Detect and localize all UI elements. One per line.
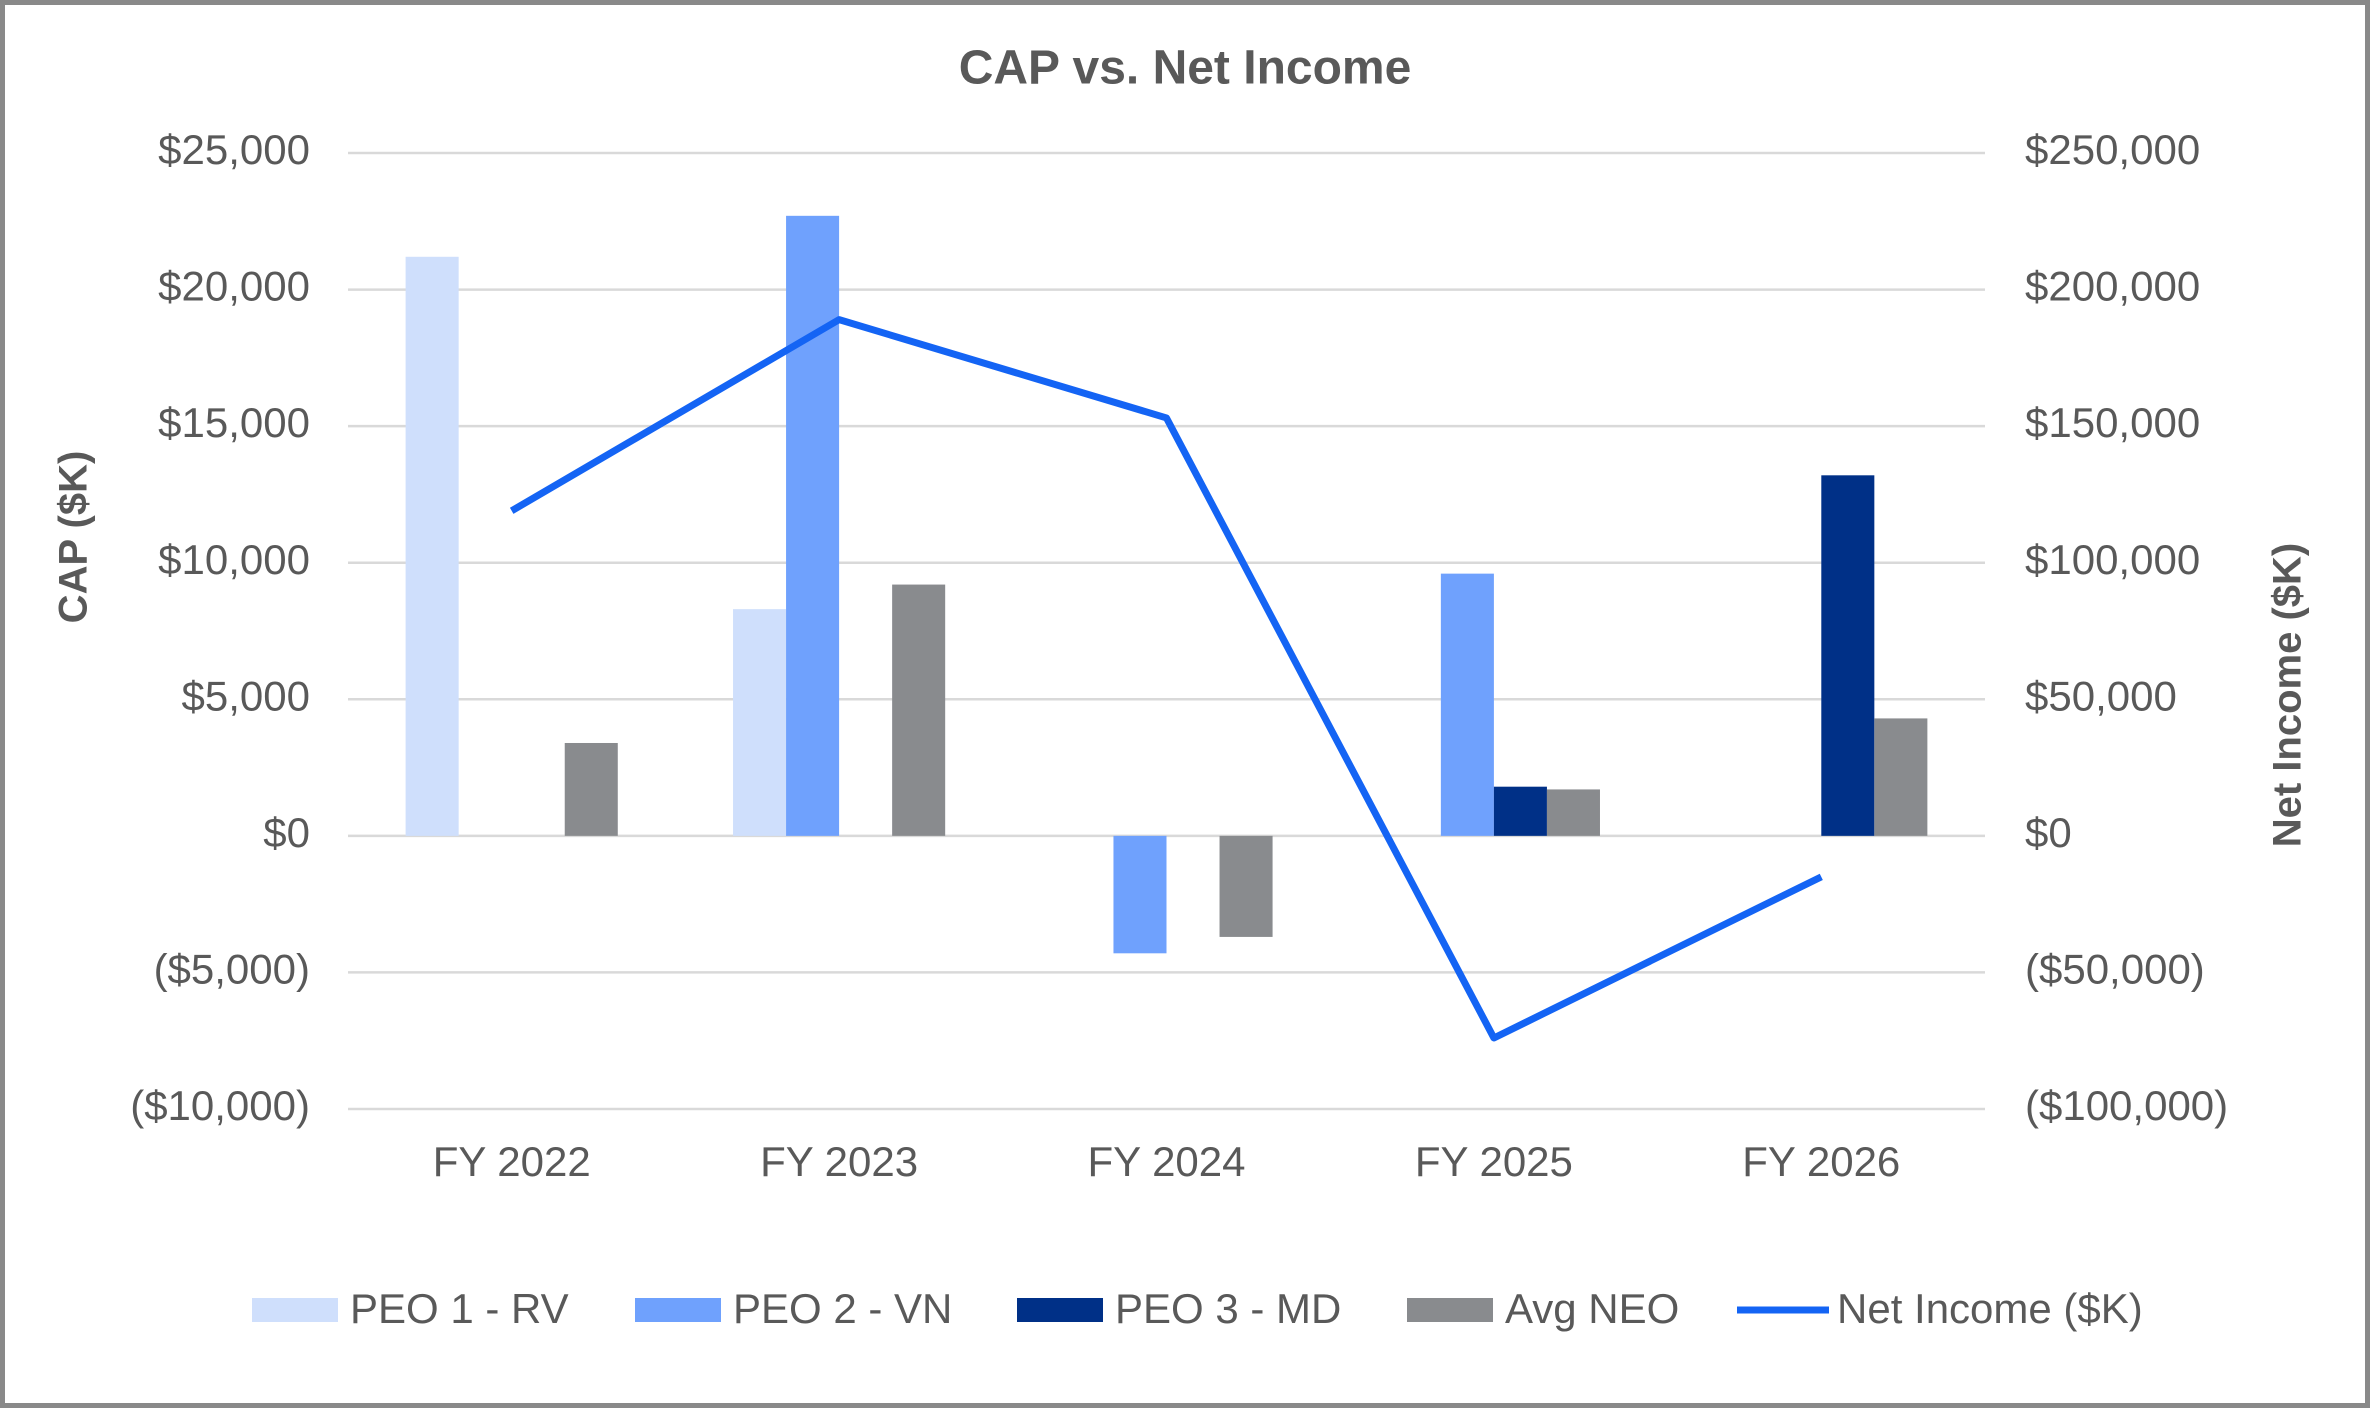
bar — [1546, 789, 1600, 836]
x-tick-label: FY 2023 — [760, 1138, 918, 1185]
y-tick-label: $5,000 — [182, 672, 310, 719]
legend-swatch — [635, 1298, 721, 1322]
chart-title: CAP vs. Net Income — [959, 42, 1412, 95]
y2-tick-label: $100,000 — [2025, 536, 2200, 583]
bar — [564, 742, 618, 836]
legend-swatch — [1017, 1298, 1103, 1322]
legend-label: PEO 1 - RV — [350, 1285, 569, 1332]
legend-label: PEO 3 - MD — [1115, 1285, 1341, 1332]
x-tick-label: FY 2026 — [1742, 1138, 1900, 1185]
line-series — [509, 316, 1823, 1042]
x-tick-label: FY 2024 — [1087, 1138, 1245, 1185]
x-tick-label: FY 2022 — [433, 1138, 591, 1185]
bar — [1874, 718, 1928, 836]
bar — [405, 256, 459, 836]
x-tick-label: FY 2025 — [1415, 1138, 1573, 1185]
y2-tick-label: $50,000 — [2025, 672, 2177, 719]
y-tick-label: $25,000 — [158, 126, 310, 173]
y-tick-label: $20,000 — [158, 263, 310, 310]
y-tick-label: $15,000 — [158, 399, 310, 446]
legend-swatch — [252, 1298, 338, 1322]
y-tick-label: ($5,000) — [154, 946, 310, 993]
y-tick-label: $10,000 — [158, 536, 310, 583]
y2-tick-label: $250,000 — [2025, 126, 2200, 173]
bar — [892, 584, 946, 836]
y2-tick-label: ($100,000) — [2025, 1082, 2228, 1129]
y2-tick-label: $150,000 — [2025, 399, 2200, 446]
bar — [1821, 475, 1875, 836]
y2-tick-label: ($50,000) — [2025, 946, 2205, 993]
bar — [1440, 573, 1494, 836]
y-tick-label: $0 — [263, 809, 310, 856]
legend-label: PEO 2 - VN — [733, 1285, 952, 1332]
y2-axis-title: Net Income ($K) — [2266, 543, 2310, 848]
bar — [786, 215, 840, 836]
legend-label: Avg NEO — [1505, 1285, 1679, 1332]
y2-tick-label: $0 — [2025, 809, 2072, 856]
y-tick-label: ($10,000) — [130, 1082, 310, 1129]
y-axis-title: CAP ($K) — [52, 451, 96, 624]
bar — [1219, 835, 1273, 937]
y2-tick-label: $200,000 — [2025, 263, 2200, 310]
bar — [733, 609, 787, 836]
legend-swatch — [1407, 1298, 1493, 1322]
legend-label: Net Income ($K) — [1837, 1285, 2143, 1332]
bar — [1113, 835, 1167, 954]
bar — [1493, 786, 1547, 836]
